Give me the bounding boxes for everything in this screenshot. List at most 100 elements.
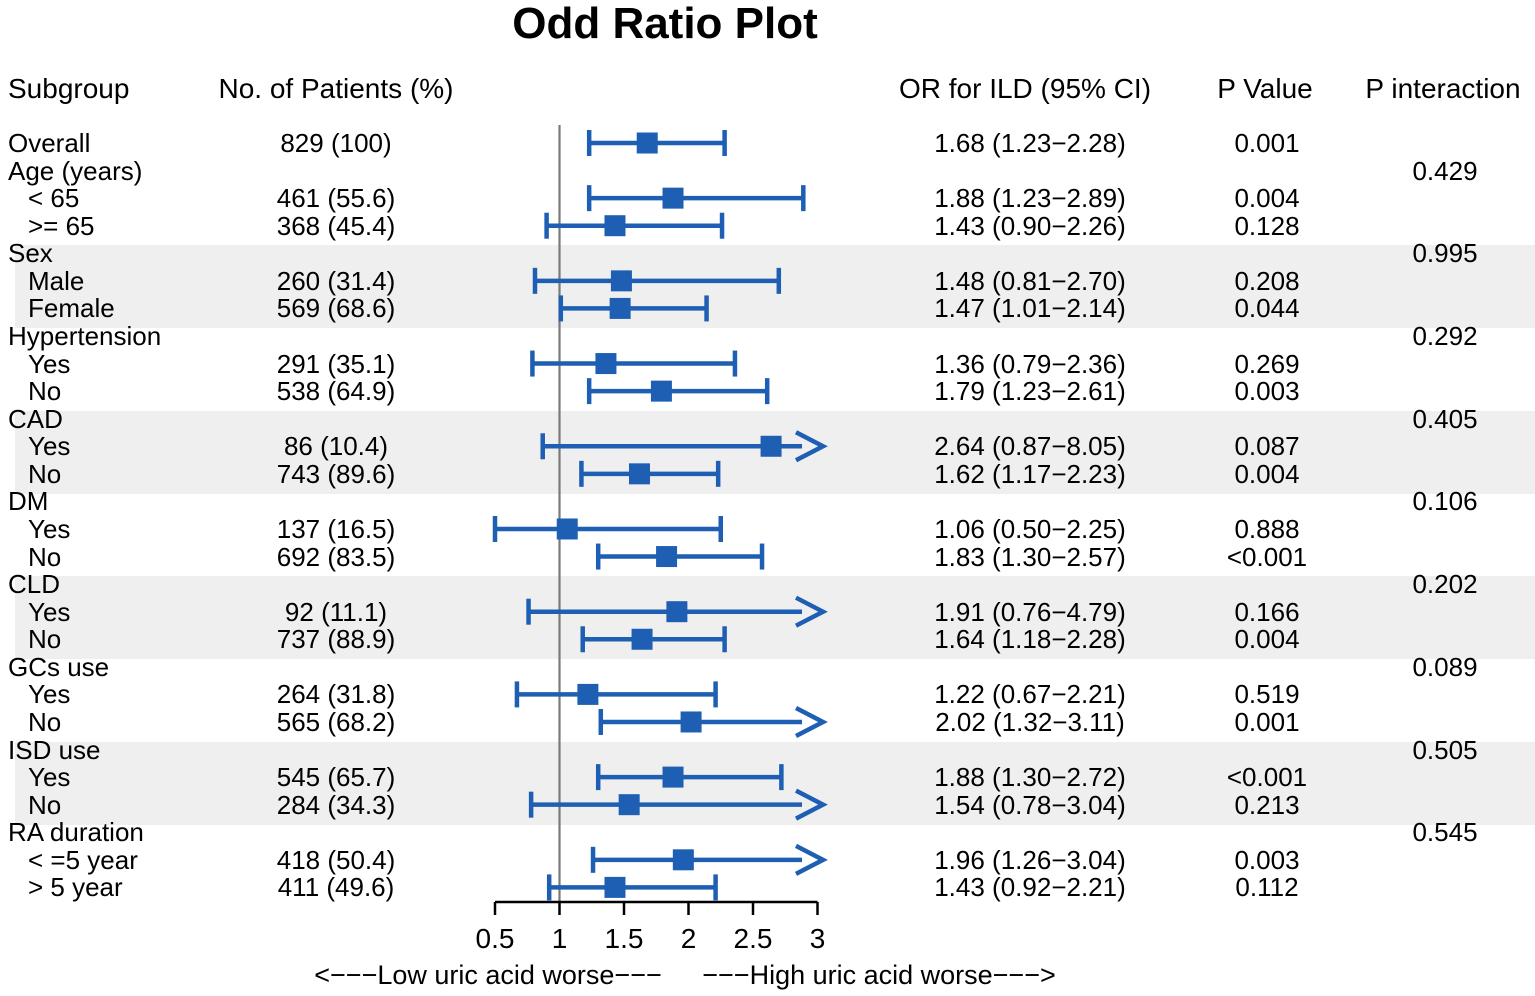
or-ci-cell: 1.83 (1.30−2.57) [934, 541, 1126, 572]
tick-label: 1.5 [605, 923, 644, 954]
p-value-cell: 0.519 [1234, 679, 1300, 710]
or-ci-cell: 1.62 (1.17−2.23) [934, 458, 1126, 489]
patients-cell: 137 (16.5) [276, 513, 396, 544]
p-value-cell: 0.128 [1234, 210, 1300, 241]
tick-label: 2 [681, 923, 697, 954]
tick-label: 0.5 [476, 923, 515, 954]
p-value-cell: 0.087 [1234, 431, 1300, 462]
row-label: CAD [8, 403, 63, 434]
patients-cell: 538 (64.9) [276, 376, 396, 407]
clip-arrow [794, 595, 828, 628]
row-band [15, 245, 1535, 329]
p-value-cell: <0.001 [1226, 762, 1308, 793]
or-ci-cell: 1.88 (1.23−2.89) [934, 183, 1126, 214]
or-ci-cell: 1.43 (0.92−2.21) [934, 872, 1126, 903]
p-interaction-cell: 0.405 [1412, 403, 1478, 434]
or-marker [662, 187, 684, 209]
or-marker [609, 297, 631, 319]
tick-label: 3 [810, 923, 826, 954]
or-marker [631, 628, 653, 650]
chart-title: Odd Ratio Plot [512, 0, 818, 48]
patients-cell: 692 (83.5) [276, 541, 396, 572]
patients-cell: 284 (34.3) [276, 789, 396, 820]
or-ci-cell: 2.64 (0.87−8.05) [934, 431, 1126, 462]
row-label: GCs use [8, 651, 110, 682]
or-ci-cell: 1.96 (1.26−3.04) [934, 844, 1126, 875]
patients-cell: 743 (89.6) [276, 458, 396, 489]
or-marker [666, 601, 688, 623]
column-header-or-ci: OR for ILD (95% CI) [898, 73, 1152, 104]
row-label: No [28, 624, 62, 655]
p-interaction-cell: 0.429 [1412, 155, 1478, 186]
patients-cell: 545 (65.7) [276, 762, 396, 793]
p-value-cell: 0.888 [1234, 513, 1300, 544]
patients-cell: 92 (11.1) [284, 596, 388, 627]
or-ci-cell: 1.88 (1.30−2.72) [934, 762, 1126, 793]
or-ci-cell: 1.54 (0.78−3.04) [934, 789, 1126, 820]
row-label: Age (years) [8, 155, 143, 186]
row-label: No [28, 706, 62, 737]
p-value-cell: 0.003 [1234, 844, 1300, 875]
column-header-p-value: P Value [1217, 73, 1313, 104]
axis-direction-label-low: <−−−Low uric acid worse−−− [314, 960, 662, 990]
or-marker [680, 711, 702, 733]
or-marker [604, 876, 626, 898]
clip-arrow [794, 843, 828, 876]
patients-cell: 418 (50.4) [276, 844, 396, 875]
patients-cell: 565 (68.2) [276, 706, 396, 737]
row-label: < 65 [28, 183, 80, 214]
axis-direction-label-high: −−−High uric acid worse−−−> [702, 960, 1056, 990]
or-ci-cell: 1.36 (0.79−2.36) [934, 348, 1126, 379]
row-label: No [28, 458, 62, 489]
row-label: Overall [8, 128, 91, 158]
p-interaction-cell: 0.292 [1412, 320, 1478, 351]
or-marker [650, 380, 672, 402]
row-label: DM [8, 486, 49, 517]
patients-cell: 411 (49.6) [277, 872, 395, 903]
p-value-cell: 0.112 [1235, 872, 1299, 903]
row-label: Hypertension [8, 320, 162, 351]
or-marker [610, 270, 632, 292]
or-marker [656, 546, 678, 568]
p-value-cell: 0.208 [1234, 265, 1300, 296]
tick-label: 1 [552, 923, 568, 954]
or-ci-cell: 1.22 (0.67−2.21) [934, 679, 1126, 710]
row-label: Sex [8, 238, 53, 269]
or-ci-cell: 2.02 (1.32−3.11) [935, 706, 1125, 737]
row-label: >= 65 [28, 210, 95, 241]
p-interaction-cell: 0.106 [1412, 486, 1478, 517]
p-value-cell: 0.269 [1234, 348, 1300, 379]
or-ci-cell: 1.06 (0.50−2.25) [934, 513, 1126, 544]
patients-cell: 461 (55.6) [276, 183, 396, 214]
or-marker [672, 849, 694, 871]
row-label: < =5 year [28, 844, 138, 875]
patients-cell: 260 (31.4) [276, 265, 396, 296]
row-label: No [28, 376, 62, 407]
row-label: No [28, 541, 62, 572]
or-ci-cell: 1.68 (1.23−2.28) [934, 128, 1126, 158]
row-label: Yes [28, 679, 71, 710]
or-marker [577, 683, 599, 705]
or-ci-cell: 1.47 (1.01−2.14) [934, 293, 1126, 324]
patients-cell: 264 (31.8) [276, 679, 396, 710]
row-label: ISD use [8, 734, 101, 765]
row-label: Male [28, 265, 85, 296]
patients-cell: 368 (45.4) [276, 210, 396, 241]
or-marker [760, 435, 782, 457]
row-label: Female [28, 293, 115, 324]
p-value-cell: 0.166 [1234, 596, 1300, 627]
clip-arrow [794, 430, 828, 463]
row-band [15, 741, 1535, 825]
row-label: Yes [28, 762, 71, 793]
p-value-cell: 0.044 [1234, 293, 1300, 324]
p-value-cell: 0.213 [1234, 789, 1300, 820]
or-ci-cell: 1.79 (1.23−2.61) [934, 376, 1126, 407]
p-interaction-cell: 0.995 [1412, 238, 1478, 269]
p-interaction-cell: 0.202 [1412, 569, 1478, 600]
column-header-patients: No. of Patients (%) [218, 73, 454, 104]
or-ci-cell: 1.64 (1.18−2.28) [934, 624, 1126, 655]
patients-cell: 737 (88.9) [276, 624, 396, 655]
clip-arrow [794, 705, 828, 738]
